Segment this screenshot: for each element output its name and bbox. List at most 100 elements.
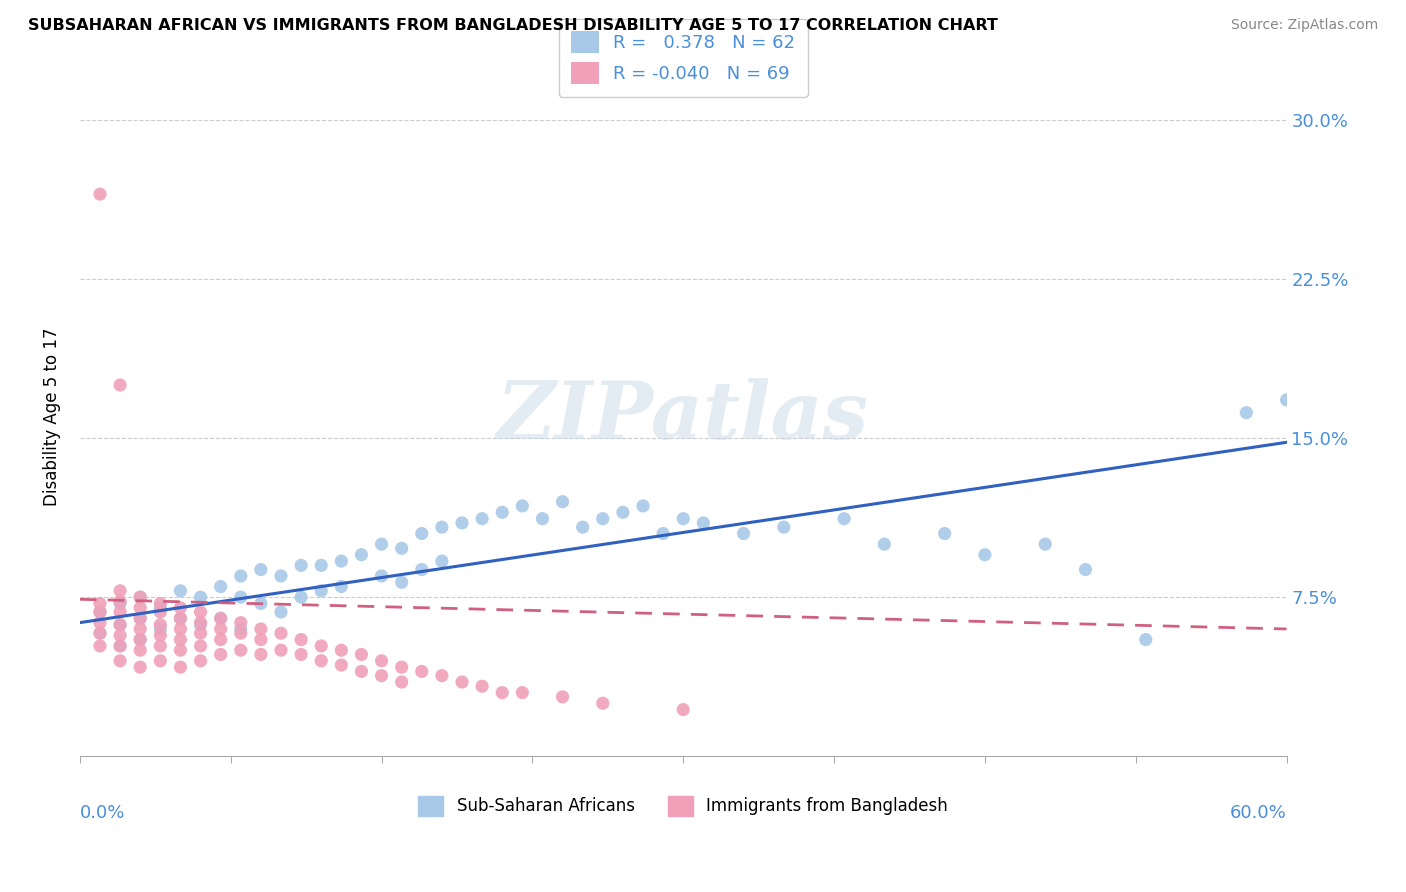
Point — [108, 628, 131, 642]
Point — [89, 615, 111, 630]
Point — [209, 648, 232, 662]
Point — [471, 679, 494, 693]
Point — [250, 632, 273, 647]
Point — [190, 639, 212, 653]
Point — [391, 575, 413, 590]
Point — [149, 654, 172, 668]
Point — [108, 583, 131, 598]
Point — [309, 583, 332, 598]
Point — [370, 569, 392, 583]
Point — [290, 632, 312, 647]
Point — [350, 648, 373, 662]
Point — [832, 511, 855, 525]
Legend: Sub-Saharan Africans, Immigrants from Bangladesh: Sub-Saharan Africans, Immigrants from Ba… — [412, 789, 955, 822]
Point — [108, 594, 131, 608]
Point — [149, 597, 172, 611]
Point — [430, 554, 453, 568]
Point — [1074, 563, 1097, 577]
Point — [229, 615, 252, 630]
Text: SUBSAHARAN AFRICAN VS IMMIGRANTS FROM BANGLADESH DISABILITY AGE 5 TO 17 CORRELAT: SUBSAHARAN AFRICAN VS IMMIGRANTS FROM BA… — [28, 18, 998, 33]
Point — [330, 643, 353, 657]
Point — [89, 187, 111, 202]
Point — [209, 611, 232, 625]
Point — [571, 520, 593, 534]
Point — [250, 597, 273, 611]
Point — [270, 605, 292, 619]
Point — [612, 505, 634, 519]
Point — [129, 643, 152, 657]
Point — [430, 520, 453, 534]
Point — [350, 548, 373, 562]
Point — [169, 632, 191, 647]
Point — [209, 622, 232, 636]
Point — [270, 643, 292, 657]
Point — [692, 516, 714, 530]
Point — [873, 537, 896, 551]
Point — [169, 643, 191, 657]
Point — [370, 668, 392, 682]
Point — [108, 597, 131, 611]
Point — [350, 665, 373, 679]
Point — [672, 511, 695, 525]
Point — [772, 520, 794, 534]
Point — [108, 605, 131, 619]
Point — [491, 505, 513, 519]
Point — [1033, 537, 1056, 551]
Point — [190, 626, 212, 640]
Point — [149, 605, 172, 619]
Point — [190, 654, 212, 668]
Point — [934, 526, 956, 541]
Point — [169, 583, 191, 598]
Point — [190, 617, 212, 632]
Point — [89, 639, 111, 653]
Point — [149, 639, 172, 653]
Point — [129, 632, 152, 647]
Point — [129, 590, 152, 604]
Point — [229, 569, 252, 583]
Point — [733, 526, 755, 541]
Point — [370, 654, 392, 668]
Point — [551, 494, 574, 508]
Point — [129, 611, 152, 625]
Point — [149, 600, 172, 615]
Point — [169, 622, 191, 636]
Point — [169, 611, 191, 625]
Point — [108, 639, 131, 653]
Point — [330, 658, 353, 673]
Text: 60.0%: 60.0% — [1230, 804, 1286, 822]
Point — [250, 622, 273, 636]
Point — [451, 516, 474, 530]
Point — [149, 628, 172, 642]
Point — [531, 511, 554, 525]
Point — [250, 648, 273, 662]
Point — [974, 548, 997, 562]
Point — [491, 685, 513, 699]
Point — [149, 617, 172, 632]
Point — [592, 696, 614, 710]
Point — [290, 648, 312, 662]
Point — [411, 563, 433, 577]
Point — [290, 590, 312, 604]
Point — [430, 668, 453, 682]
Point — [149, 622, 172, 636]
Point — [512, 685, 534, 699]
Point — [129, 622, 152, 636]
Point — [229, 622, 252, 636]
Point — [512, 499, 534, 513]
Point — [330, 580, 353, 594]
Point — [250, 563, 273, 577]
Point — [411, 526, 433, 541]
Point — [89, 597, 111, 611]
Point — [391, 541, 413, 556]
Point — [290, 558, 312, 573]
Point — [631, 499, 654, 513]
Point — [1135, 632, 1157, 647]
Point — [270, 626, 292, 640]
Point — [1275, 392, 1298, 407]
Point — [270, 569, 292, 583]
Point — [129, 600, 152, 615]
Point — [391, 675, 413, 690]
Point — [309, 639, 332, 653]
Y-axis label: Disability Age 5 to 17: Disability Age 5 to 17 — [44, 327, 60, 506]
Point — [309, 654, 332, 668]
